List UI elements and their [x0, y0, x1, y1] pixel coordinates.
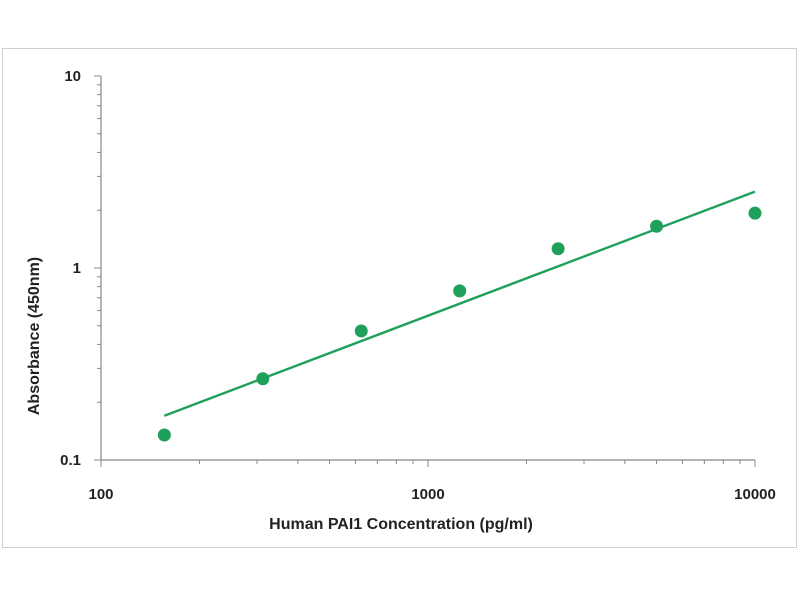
x-tick-label: 1000 — [411, 486, 444, 503]
y-tick-label: 0.1 — [60, 452, 81, 469]
data-point — [551, 242, 565, 256]
chart-frame: 0.1 1 10 100 1000 10000 Human PAI1 Concentrat… — [2, 48, 797, 548]
data-point — [748, 206, 762, 220]
axes — [94, 75, 756, 467]
data-point — [256, 372, 270, 386]
x-tick-label: 100 — [88, 486, 113, 503]
y-axis-title: Absorbance (450nm) — [26, 257, 43, 415]
y-tick-label: 10 — [64, 68, 81, 85]
y-tick-label: 1 — [73, 260, 81, 277]
data-point — [453, 284, 467, 298]
trendline — [163, 190, 756, 417]
x-tick-label: 10000 — [734, 486, 776, 503]
data-point — [650, 219, 664, 233]
data-points-layer — [157, 206, 762, 442]
trendline-layer — [163, 190, 756, 417]
data-point — [157, 428, 171, 442]
data-point — [354, 324, 368, 338]
chart-plot: 0.1 1 10 100 1000 10000 Human PAI1 Concentrat… — [26, 68, 776, 533]
tick-labels-layer: 0.1 1 10 100 1000 10000 — [60, 68, 776, 503]
x-axis-title: Human PAI1 Concentration (pg/ml) — [269, 516, 533, 533]
